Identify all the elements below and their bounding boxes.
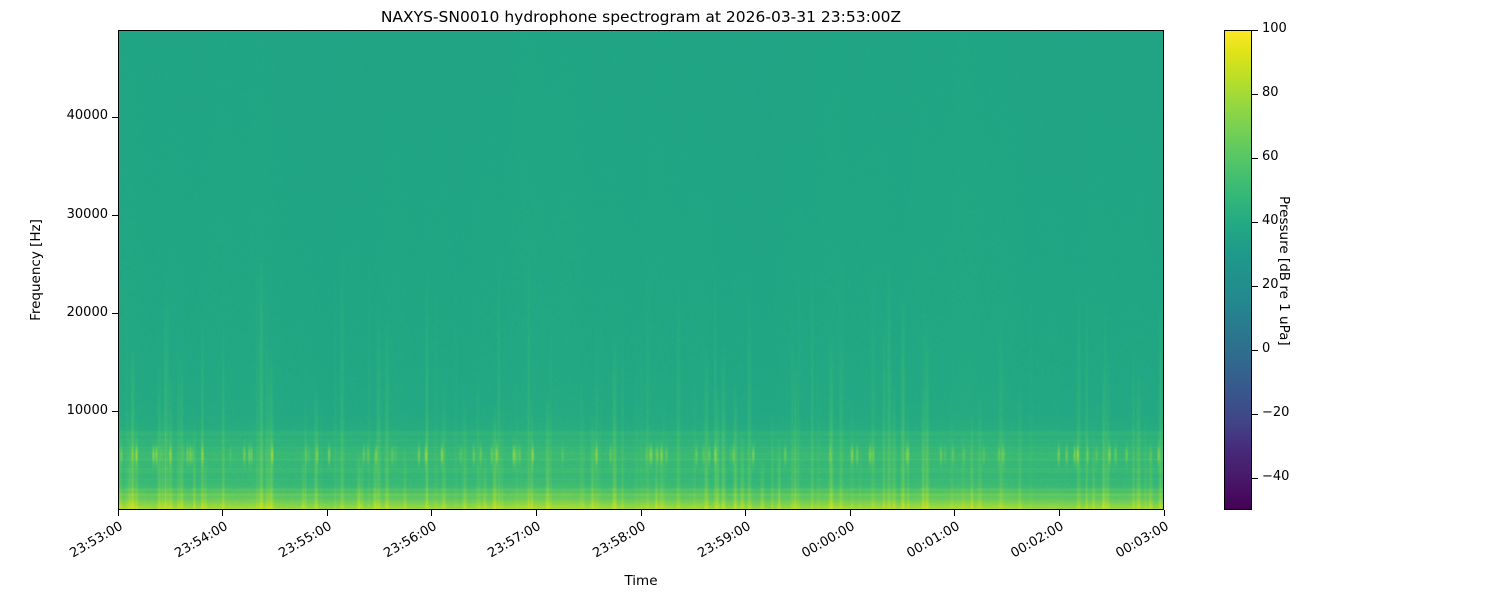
colorbar	[1224, 30, 1252, 510]
colorbar-tick-mark	[1252, 349, 1258, 351]
y-tick-label: 20000	[66, 304, 108, 320]
y-tick-label: 10000	[66, 402, 108, 418]
colorbar-tick-label: −40	[1262, 469, 1290, 484]
colorbar-tick-label: 60	[1262, 149, 1279, 164]
x-tick-mark	[117, 510, 119, 516]
y-tick-label: 40000	[66, 108, 108, 124]
y-tick-mark	[112, 313, 118, 315]
colorbar-tick-mark	[1252, 221, 1258, 223]
x-tick-label: 23:55:00	[276, 519, 335, 562]
colorbar-tick-label: 20	[1262, 277, 1279, 292]
x-tick-mark	[1058, 510, 1060, 516]
colorbar-tick-mark	[1252, 413, 1258, 415]
x-tick-mark	[954, 510, 956, 516]
x-tick-mark	[745, 510, 747, 516]
colorbar-tick-label: −20	[1262, 405, 1290, 420]
x-tick-label: 23:59:00	[695, 519, 754, 562]
x-axis-label: Time	[624, 573, 658, 589]
spectrogram-plot-area	[118, 30, 1164, 510]
spectrogram-image	[119, 31, 1163, 509]
x-tick-label: 23:56:00	[381, 519, 440, 562]
colorbar-tick-label: 40	[1262, 213, 1279, 228]
x-tick-mark	[222, 510, 224, 516]
y-tick-mark	[112, 411, 118, 413]
x-tick-mark	[1163, 510, 1165, 516]
colorbar-tick-label: 100	[1262, 21, 1287, 36]
colorbar-label: Pressure [dB re 1 uPa]	[1276, 196, 1292, 346]
x-tick-label: 23:57:00	[485, 519, 544, 562]
colorbar-tick-label: 80	[1262, 85, 1279, 100]
x-tick-label: 23:53:00	[67, 519, 126, 562]
x-tick-mark	[535, 510, 537, 516]
colorbar-tick-mark	[1252, 285, 1258, 287]
x-tick-label: 00:00:00	[799, 519, 858, 562]
x-tick-mark	[326, 510, 328, 516]
colorbar-tick-mark	[1252, 93, 1258, 95]
x-tick-label: 23:58:00	[590, 519, 649, 562]
x-tick-mark	[640, 510, 642, 516]
y-tick-mark	[112, 116, 118, 118]
x-tick-label: 00:02:00	[1008, 519, 1067, 562]
x-tick-label: 00:03:00	[1113, 519, 1172, 562]
x-tick-mark	[431, 510, 433, 516]
x-tick-mark	[849, 510, 851, 516]
y-tick-label: 30000	[66, 206, 108, 222]
colorbar-tick-label: 0	[1262, 341, 1271, 356]
x-tick-label: 23:54:00	[172, 519, 231, 562]
page-title: NAXYS-SN0010 hydrophone spectrogram at 2…	[380, 8, 902, 26]
x-tick-label: 00:01:00	[904, 519, 963, 562]
colorbar-tick-mark	[1252, 157, 1258, 159]
y-tick-mark	[112, 215, 118, 217]
colorbar-tick-mark	[1252, 29, 1258, 31]
colorbar-tick-mark	[1252, 477, 1258, 479]
